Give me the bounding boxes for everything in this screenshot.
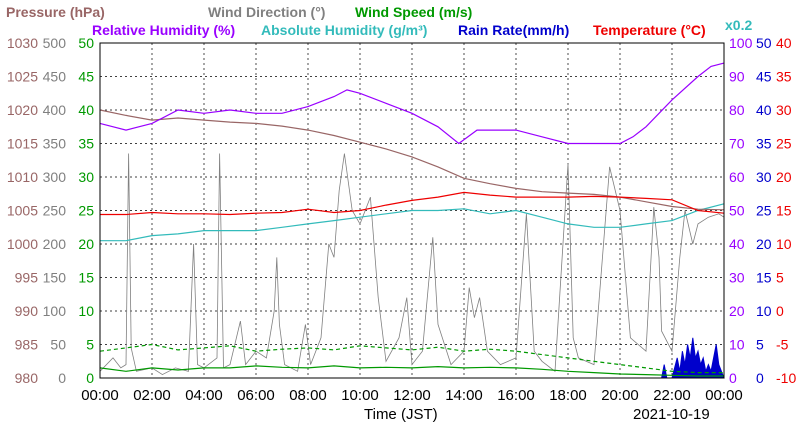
y-tick-label-wind-speed: 20 [78,236,94,252]
y-tick-label-rain: 45 [756,69,772,85]
y-tick-label-temperature: 0 [776,303,784,319]
y-tick-label-humidity: 50 [729,203,745,219]
y-tick-label-temperature: 25 [776,136,792,152]
legend-absolute-humidity: Absolute Humidity (g/m³) [261,22,427,38]
y-tick-label-temperature: -10 [776,370,796,386]
y-tick-label-humidity: 0 [729,370,737,386]
y-tick-label-temperature: -5 [776,337,789,353]
y-tick-label-temperature: 5 [776,270,784,286]
y-tick-label-wind-direction: 50 [50,337,66,353]
legend-relative-humidity: Relative Humidity (%) [92,22,235,38]
series-wind-direction [99,153,725,376]
legend-wind-speed: Wind Speed (m/s) [355,4,472,20]
y-tick-label-rain: 25 [756,203,772,219]
x-tick-label: 06:00 [237,387,275,404]
y-tick-label-humidity: 20 [729,303,745,319]
y-tick-label-humidity: 10 [729,337,745,353]
series-wind-speed-m-s [99,365,724,377]
y-tick-label-pressure: 1015 [7,136,38,152]
date-label: 2021-10-19 [633,406,710,423]
y-tick-label-pressure: 1010 [7,169,38,185]
legend-wind-direction: Wind Direction (°) [208,4,325,20]
x-tick-label: 00:00 [81,387,119,404]
y-tick-label-wind-direction: 500 [43,35,67,51]
y-tick-label-humidity: 100 [729,35,753,51]
y-tick-label-rain: 15 [756,270,772,286]
legend-pressure: Pressure (hPa) [6,4,105,20]
y-tick-label-temperature: 35 [776,69,792,85]
y-tick-label-wind-speed: 0 [86,370,94,386]
legend-temperature: Temperature (°C) [593,22,706,38]
y-tick-label-wind-direction: 300 [43,169,67,185]
x-tick-label: 02:00 [133,387,171,404]
x-tick-label: 12:00 [393,387,431,404]
y-tick-label-wind-speed: 30 [78,169,94,185]
y-tick-label-pressure: 1005 [7,203,38,219]
x-tick-label: 18:00 [549,387,587,404]
y-tick-label-temperature: 10 [776,236,792,252]
y-tick-label-pressure: 985 [15,337,39,353]
y-tick-label-humidity: 30 [729,270,745,286]
x-tick-label: 16:00 [497,387,535,404]
y-tick-label-pressure: 980 [15,370,39,386]
y-tick-label-temperature: 30 [776,102,792,118]
y-tick-label-wind-direction: 450 [43,69,67,85]
y-tick-label-rain: 0 [756,370,764,386]
x-axis-label: Time (JST) [364,406,438,423]
y-tick-label-rain: 35 [756,136,772,152]
y-tick-label-wind-direction: 250 [43,203,67,219]
x-tick-label: 08:00 [289,387,327,404]
y-tick-label-humidity: 80 [729,102,745,118]
series-wind-speed-m-s-gust [99,343,724,374]
x-tick-label: 22:00 [653,387,691,404]
y-tick-label-wind-direction: 100 [43,303,67,319]
y-tick-label-humidity: 40 [729,236,745,252]
y-tick-label-wind-direction: 0 [58,370,66,386]
y-tick-label-wind-speed: 10 [78,303,94,319]
y-tick-label-temperature: 20 [776,169,792,185]
y-tick-label-humidity: 70 [729,136,745,152]
y-tick-label-rain: 5 [756,337,764,353]
y-tick-label-wind-speed: 40 [78,102,94,118]
axes: 1030102510201015101010051000995990985980… [7,35,797,404]
y-tick-label-wind-speed: 45 [78,69,94,85]
y-tick-label-pressure: 995 [15,270,39,286]
y-tick-label-wind-direction: 200 [43,236,67,252]
y-tick-label-wind-direction: 350 [43,136,67,152]
rain-scale-note: x0.2 [725,17,752,33]
y-tick-label-pressure: 1000 [7,236,38,252]
y-tick-label-wind-speed: 15 [78,270,94,286]
y-tick-label-rain: 20 [756,236,772,252]
x-tick-label: 04:00 [185,387,223,404]
plot-frame [99,42,725,379]
series-absolute-humidity-g-m [100,203,725,242]
y-tick-label-rain: 30 [756,169,772,185]
y-tick-label-rain: 40 [756,102,772,118]
y-tick-label-temperature: 40 [776,35,792,51]
y-tick-label-pressure: 990 [15,303,39,319]
y-tick-label-pressure: 1020 [7,102,38,118]
y-tick-label-wind-direction: 150 [43,270,67,286]
y-tick-label-wind-speed: 5 [86,337,94,353]
y-tick-label-rain: 50 [756,35,772,51]
y-tick-label-humidity: 60 [729,169,745,185]
y-tick-label-pressure: 1030 [7,35,38,51]
y-tick-label-rain: 10 [756,303,772,319]
y-tick-label-pressure: 1025 [7,69,38,85]
series-temperature-c [100,191,725,216]
series-relative-humidity [99,62,725,145]
x-tick-label: 10:00 [341,387,379,404]
x-tick-label: 00:00 [705,387,743,404]
legend-rain-rate: Rain Rate(mm/h) [458,22,569,38]
y-tick-label-wind-speed: 25 [78,203,94,219]
y-tick-label-wind-speed: 35 [78,136,94,152]
x-tick-label: 20:00 [601,387,639,404]
y-tick-label-humidity: 90 [729,69,745,85]
y-tick-label-wind-speed: 50 [78,35,94,51]
y-tick-label-wind-direction: 400 [43,102,67,118]
y-tick-label-temperature: 15 [776,203,792,219]
x-tick-label: 14:00 [445,387,483,404]
